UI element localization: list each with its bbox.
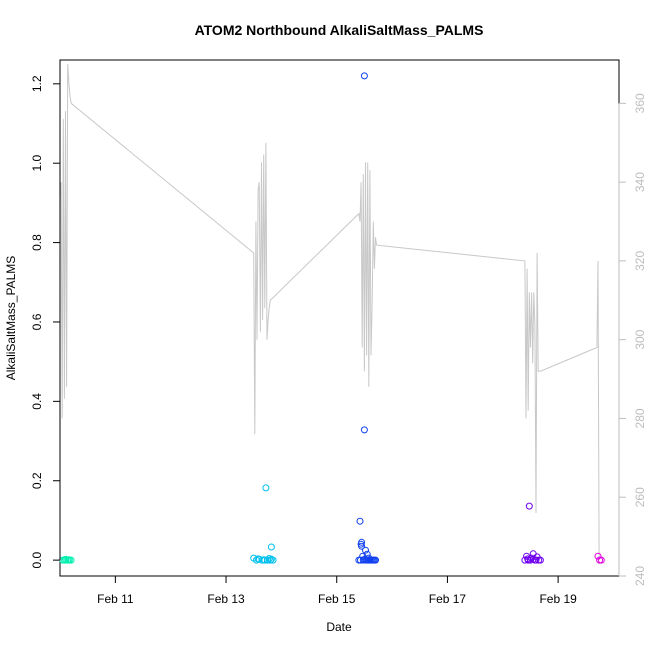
x-tick-label: Feb 13 (207, 592, 245, 606)
data-point (266, 556, 274, 564)
data-point (267, 543, 275, 551)
y2-tick-label: 360 (633, 93, 647, 113)
y-tick-label: 0.6 (30, 313, 44, 330)
data-point (356, 517, 364, 525)
data-point (264, 556, 271, 564)
x-axis-label: Date (326, 620, 352, 634)
data-point (362, 546, 369, 554)
y2-tick-label: 280 (633, 408, 647, 428)
y2-tick-label: 300 (633, 329, 647, 349)
y-axis-left: 0.0 0.2 0.4 0.6 0.8 1.0 1.2 (30, 75, 61, 568)
y-tick-label: 1.0 (30, 155, 44, 172)
series-line (59, 63, 600, 561)
data-point (262, 484, 270, 492)
x-tick-label: Feb 11 (97, 592, 134, 606)
y-tick-label: 1.2 (30, 75, 44, 92)
y2-tick-label: 320 (633, 251, 647, 271)
y-tick-label: 0.2 (30, 472, 44, 489)
y2-tick-label: 240 (633, 566, 647, 586)
y-tick-label: 0.8 (30, 234, 44, 251)
data-point (358, 538, 366, 546)
line-layer (59, 63, 600, 561)
data-point (360, 555, 368, 563)
data-point (529, 555, 537, 563)
data-point (62, 555, 69, 563)
data-point (536, 556, 544, 564)
data-point (360, 426, 368, 434)
points-layer (59, 72, 605, 564)
x-tick-label: Feb 19 (539, 592, 577, 606)
data-point (372, 556, 379, 564)
data-point (357, 556, 364, 564)
data-point (267, 555, 275, 563)
y-tick-label: 0.0 (30, 551, 44, 568)
data-point (363, 556, 371, 564)
data-point (525, 502, 533, 510)
y-axis-right: 240 260 280 300 320 340 360 (618, 93, 647, 586)
data-point (65, 556, 73, 564)
data-point (594, 552, 602, 560)
data-point (358, 542, 366, 550)
x-tick-label: Feb 15 (318, 592, 356, 606)
data-point (360, 72, 368, 80)
data-point (260, 556, 268, 564)
data-point (597, 556, 605, 564)
x-tick-label: Feb 17 (429, 592, 467, 606)
x-axis: Feb 11 Feb 13 Feb 15 Feb 17 Feb 19 (97, 575, 577, 606)
y2-tick-label: 260 (633, 487, 647, 507)
chart-title: ATOM2 Northbound AlkaliSaltMass_PALMS (195, 22, 484, 38)
y2-tick-label: 340 (633, 172, 647, 192)
y-axis-label: AlkaliSaltMass_PALMS (4, 256, 18, 381)
y-tick-label: 0.4 (30, 393, 44, 410)
data-point (532, 556, 540, 564)
